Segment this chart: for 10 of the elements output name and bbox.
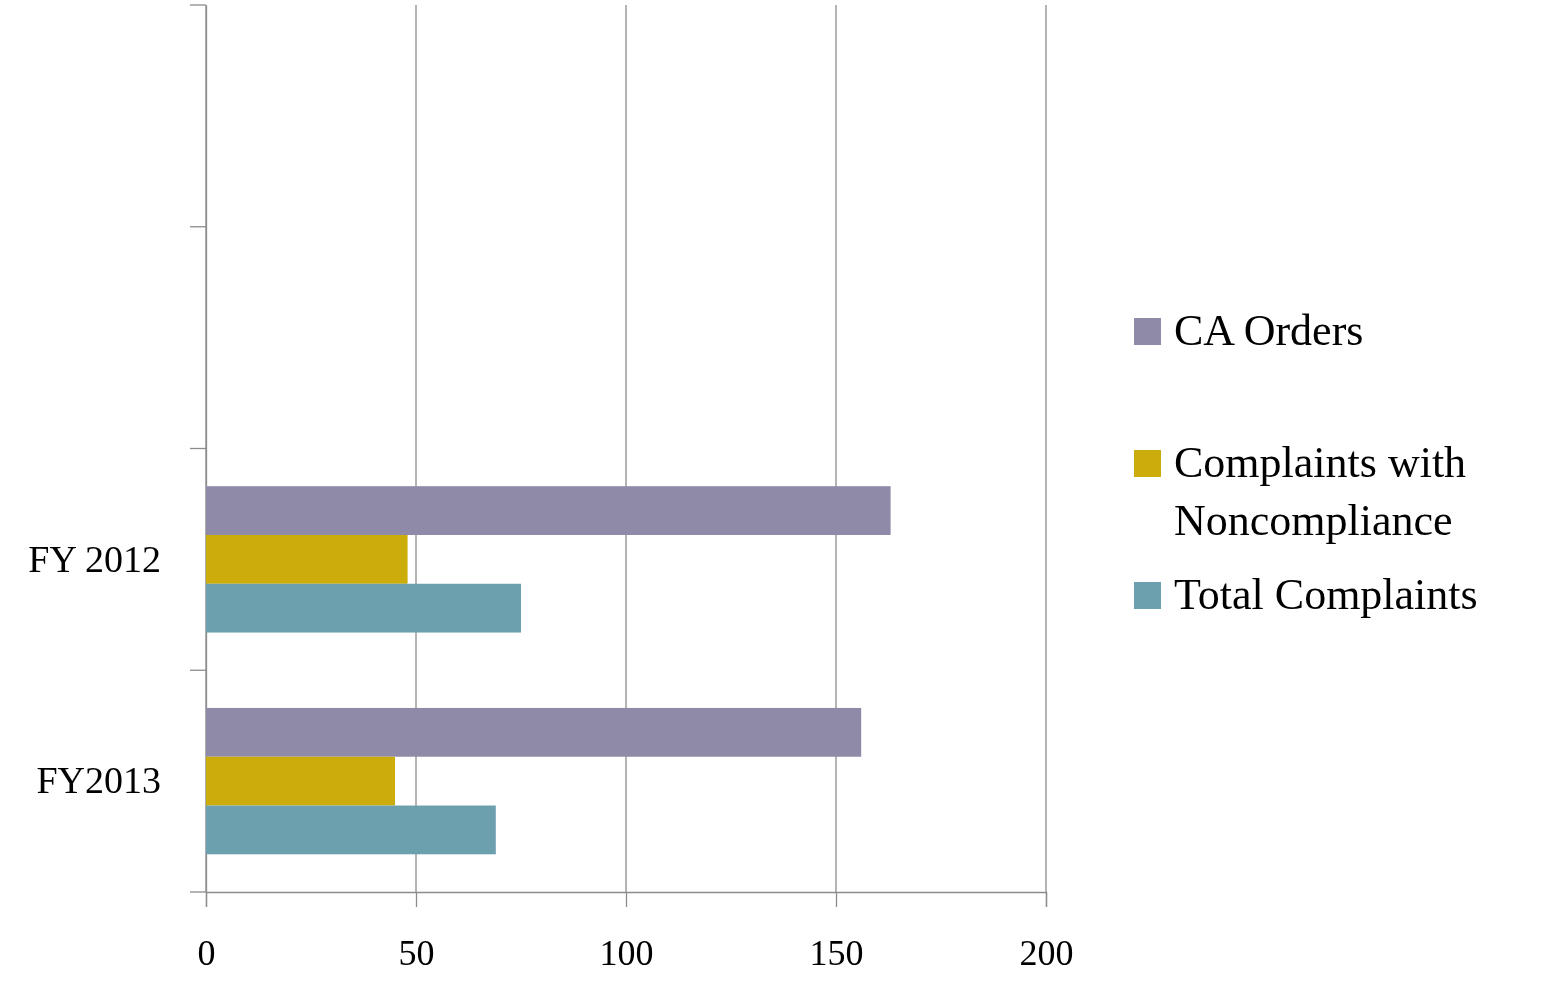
x-tick-label: 150 <box>809 932 864 973</box>
y-tick-label: FY 2012 <box>28 537 161 580</box>
y-tick-label: FY2013 <box>36 759 161 802</box>
x-tick-label: 50 <box>398 932 435 973</box>
legend-label: Complaints with Noncompliance <box>1174 438 1467 545</box>
x-tick-label: 100 <box>599 932 654 973</box>
x-tick-label: 200 <box>1019 932 1074 973</box>
legend-label: CA Orders <box>1174 306 1364 355</box>
legend-label: Total Complaints <box>1174 570 1478 619</box>
x-tick-label: 0 <box>197 932 216 973</box>
